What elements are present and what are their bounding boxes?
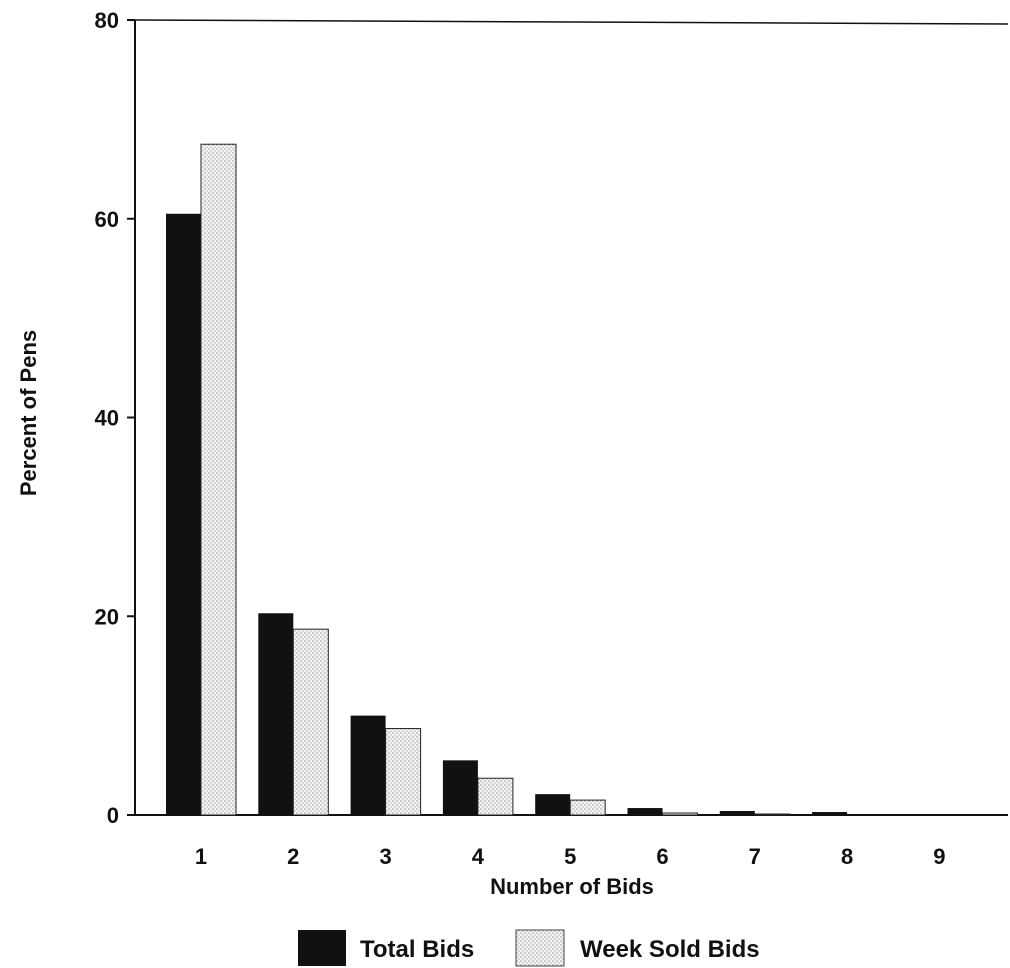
bar-week-sold-bids-4 bbox=[477, 777, 514, 816]
legend-swatch-week-sold-bids bbox=[515, 929, 565, 967]
top-frame-line bbox=[134, 19, 1009, 25]
bar-total-bids-4 bbox=[442, 760, 478, 815]
bar-week-sold-bids-5 bbox=[569, 799, 606, 816]
bar-total-bids-7 bbox=[719, 811, 755, 815]
legend-label-week-sold-bids: Week Sold Bids bbox=[580, 936, 760, 963]
y-tick-label: 60 bbox=[95, 207, 119, 232]
bar-total-bids-8 bbox=[812, 812, 848, 815]
y-tick-label: 80 bbox=[95, 8, 119, 33]
bar-total-bids-3 bbox=[350, 715, 386, 815]
x-tick-label-4: 4 bbox=[472, 844, 485, 869]
x-tick-label-2: 2 bbox=[287, 844, 299, 869]
bar-week-sold-bids-7 bbox=[754, 813, 791, 816]
bar-total-bids-5 bbox=[535, 794, 571, 815]
y-tick-label: 40 bbox=[95, 406, 119, 431]
x-tick-label-3: 3 bbox=[379, 844, 391, 869]
x-axis-label: Number of Bids bbox=[490, 874, 654, 899]
legend-label-total-bids: Total Bids bbox=[360, 936, 474, 963]
bar-total-bids-1 bbox=[166, 213, 201, 815]
x-tick-label-1: 1 bbox=[195, 844, 207, 869]
bar-total-bids-6 bbox=[627, 808, 663, 815]
y-tick-label: 0 bbox=[107, 803, 119, 828]
y-ticks: 0 20 40 60 80 bbox=[95, 8, 135, 828]
bar-week-sold-bids-2 bbox=[292, 628, 329, 816]
x-tick-label-7: 7 bbox=[749, 844, 761, 869]
bar-total-bids-2 bbox=[258, 613, 294, 815]
x-tick-label-8: 8 bbox=[841, 844, 853, 869]
legend: Total Bids Week Sold Bids bbox=[298, 929, 760, 967]
y-tick-label: 20 bbox=[95, 604, 119, 629]
x-tick-label-6: 6 bbox=[656, 844, 668, 869]
legend-swatch-total-bids bbox=[298, 930, 346, 966]
x-tick-label-9: 9 bbox=[933, 844, 945, 869]
bar-week-sold-bids-6 bbox=[662, 812, 698, 816]
bar-total-bids-9 bbox=[904, 814, 940, 815]
y-axis-label: Percent of Pens bbox=[16, 330, 41, 496]
x-tick-label-5: 5 bbox=[564, 844, 576, 869]
bar-week-sold-bids-1 bbox=[200, 143, 237, 816]
bar-week-sold-bids-3 bbox=[385, 728, 422, 816]
x-ticks: 1 2 3 4 5 6 7 8 9 bbox=[195, 844, 946, 869]
bars bbox=[166, 143, 940, 816]
